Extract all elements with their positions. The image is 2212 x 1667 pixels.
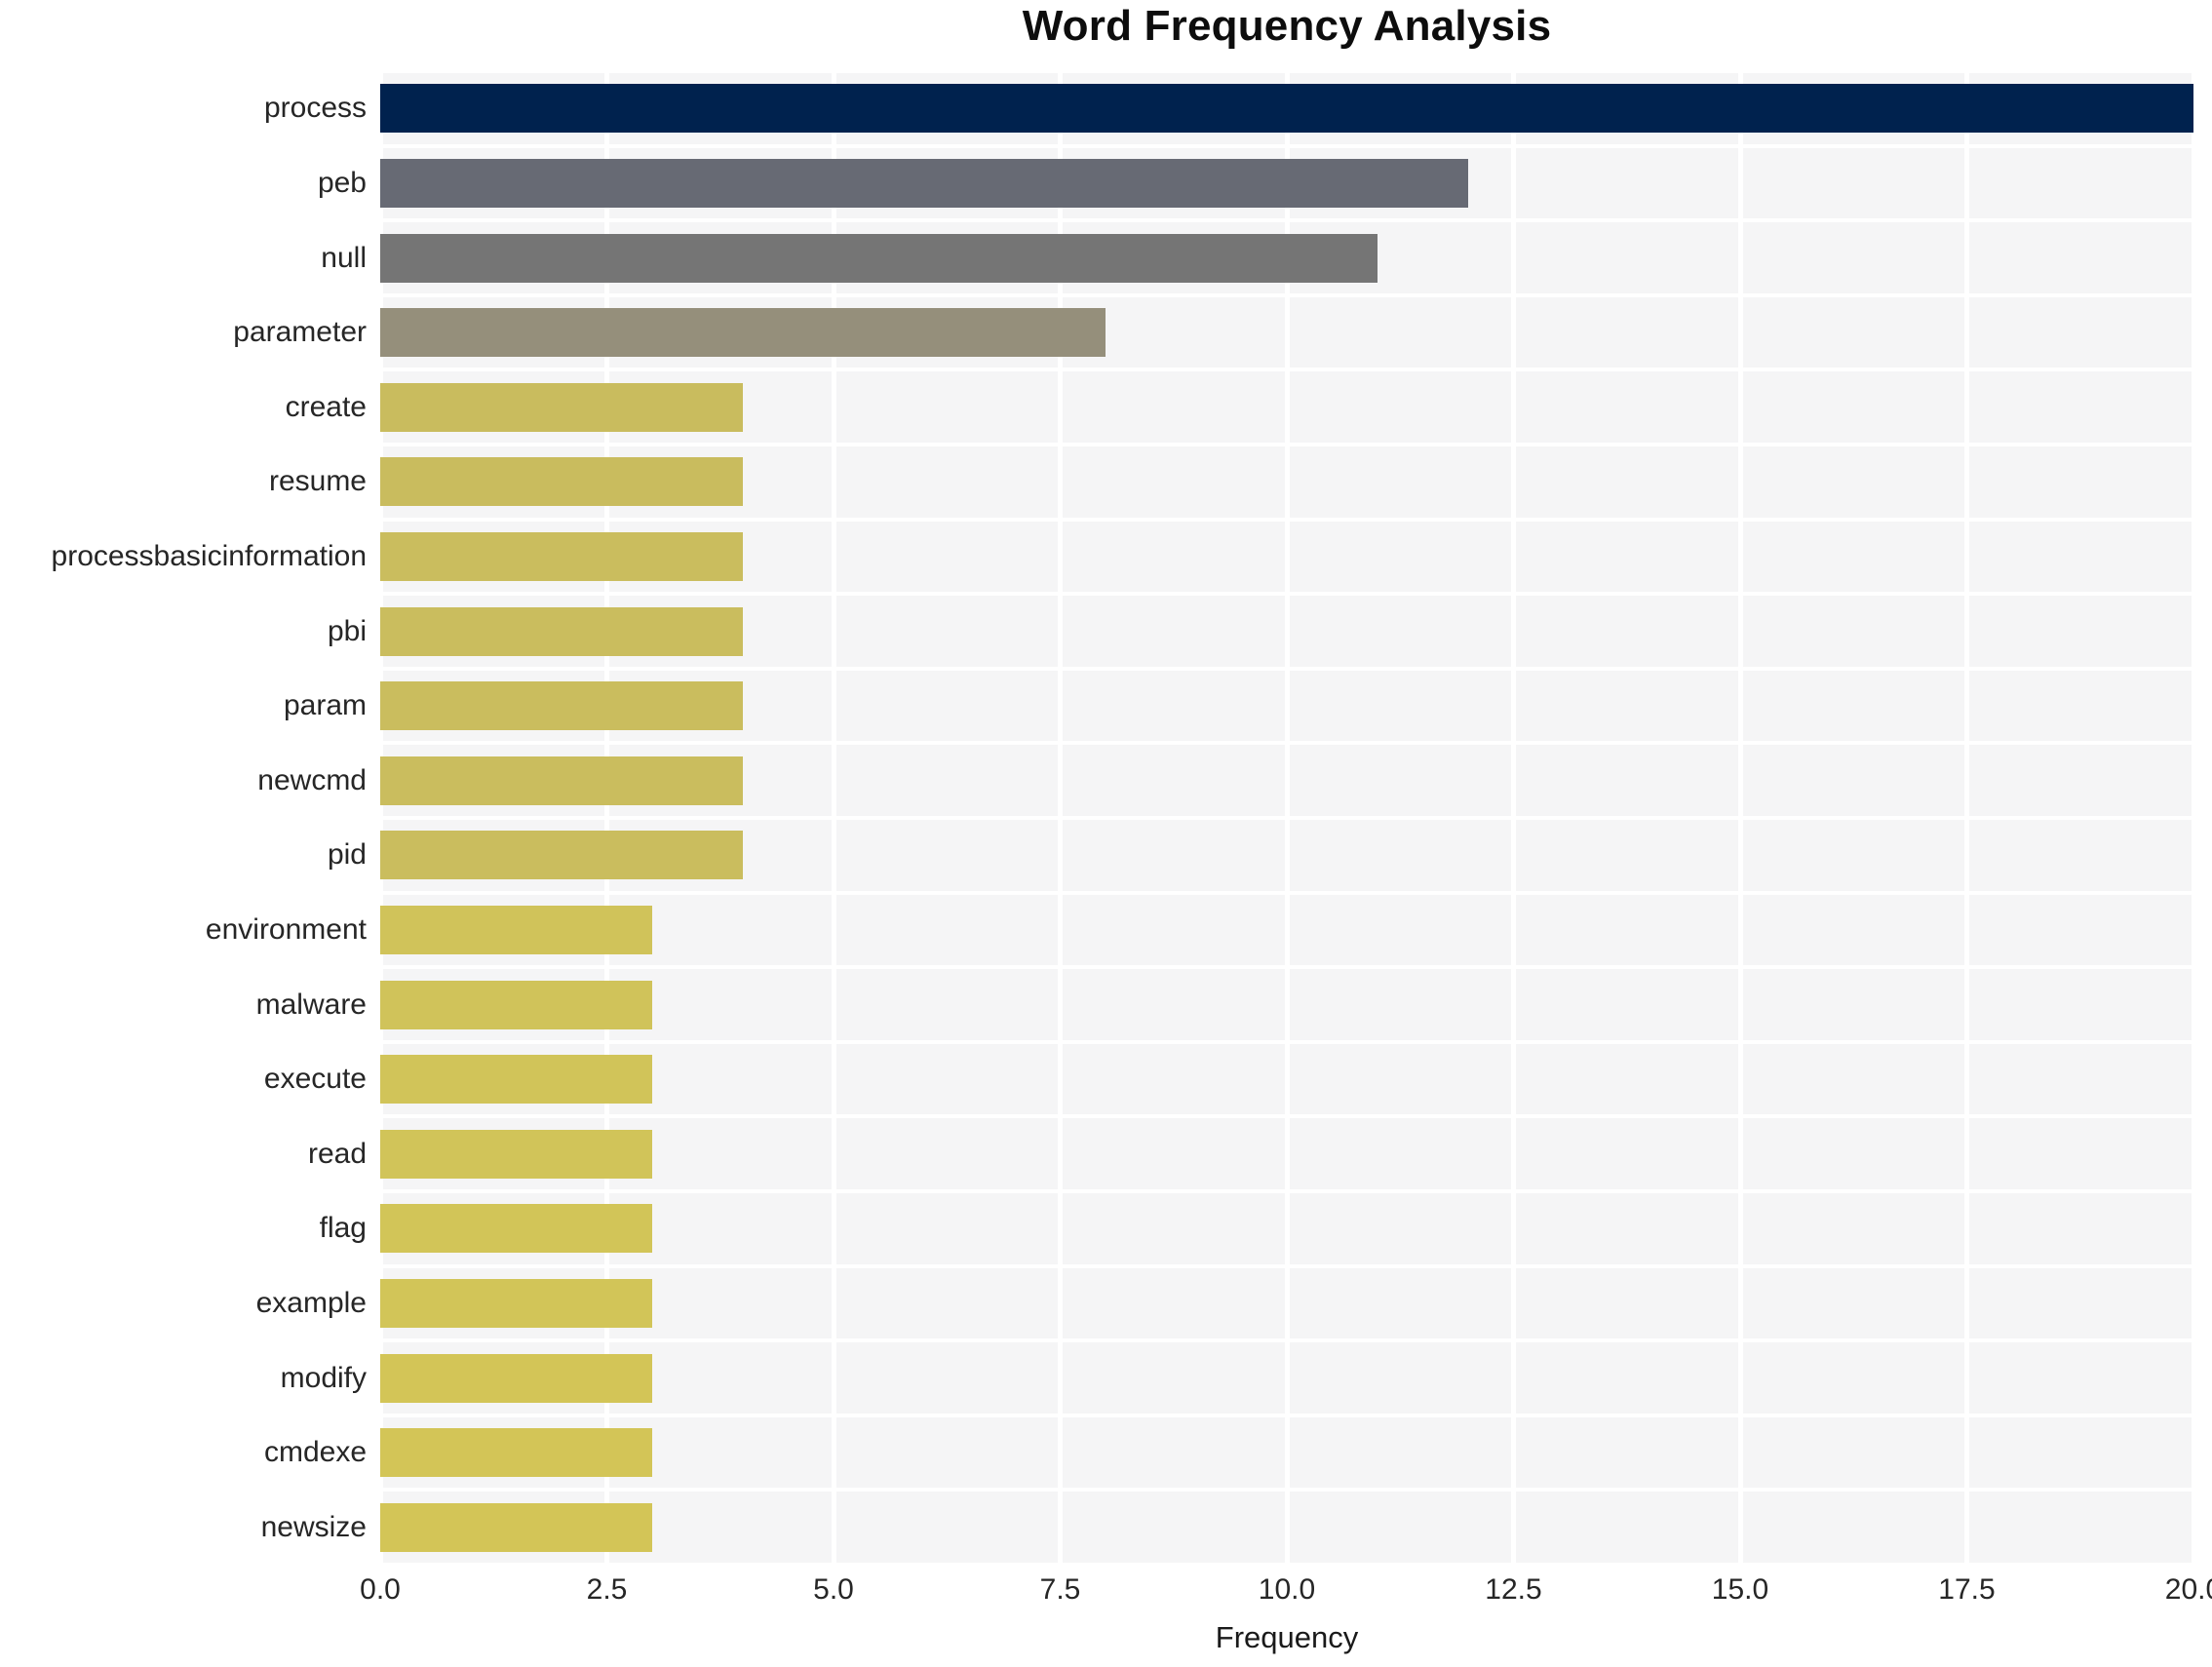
y-axis-tick-label: example <box>255 1286 367 1319</box>
y-axis-tick-label: cmdexe <box>263 1436 367 1469</box>
y-axis-tick-label: pbi <box>327 614 367 647</box>
bar <box>380 1428 652 1478</box>
y-axis-tick-label: param <box>283 689 367 722</box>
horizontal-gridline <box>380 143 2193 148</box>
bar <box>380 84 2193 134</box>
horizontal-gridline <box>380 666 2193 671</box>
horizontal-gridline <box>380 292 2193 297</box>
horizontal-gridline <box>380 1413 2193 1417</box>
bar <box>380 1502 652 1552</box>
y-axis-tick-label: process <box>263 92 367 125</box>
bar <box>380 1129 652 1179</box>
bar <box>380 158 1468 208</box>
bar <box>380 980 652 1029</box>
y-axis-tick-label: processbasicinformation <box>51 539 367 572</box>
bar <box>380 681 743 731</box>
bar <box>380 905 652 954</box>
bar <box>380 1204 652 1254</box>
x-axis-tick-label: 15.0 <box>1711 1573 1769 1606</box>
y-axis-tick-label: malware <box>255 988 367 1021</box>
vertical-gridline <box>2191 71 2196 1565</box>
horizontal-gridline <box>380 1263 2193 1268</box>
bar <box>380 1353 652 1403</box>
x-axis-tick-label: 10.0 <box>1258 1573 1316 1606</box>
horizontal-gridline <box>380 1039 2193 1044</box>
horizontal-gridline <box>380 443 2193 446</box>
x-axis-tick-label: 0.0 <box>360 1573 401 1606</box>
y-axis-tick-label: environment <box>205 912 367 946</box>
bar <box>380 233 1378 283</box>
horizontal-gridline <box>380 1114 2193 1119</box>
y-axis-tick-label: create <box>285 390 367 423</box>
bar <box>380 1278 652 1328</box>
bar <box>380 457 743 507</box>
chart-title: Word Frequency Analysis <box>1022 2 1552 50</box>
y-axis-tick-label: null <box>321 241 367 274</box>
x-axis-tick-label: 12.5 <box>1485 1573 1542 1606</box>
x-axis-label: Frequency <box>1215 1620 1359 1654</box>
y-axis-tick-label: read <box>307 1137 367 1170</box>
y-axis-tick-label: parameter <box>233 316 367 349</box>
horizontal-gridline <box>380 69 2193 73</box>
bar <box>380 606 743 656</box>
y-axis-tick-label: newsize <box>260 1510 367 1543</box>
plot-area <box>377 69 2196 1567</box>
y-axis-tick-label: flag <box>319 1212 367 1245</box>
x-axis-tick-label: 5.0 <box>813 1573 854 1606</box>
x-axis-tick-label: 17.5 <box>1938 1573 1996 1606</box>
y-axis-tick-label: peb <box>317 166 367 199</box>
bar <box>380 756 743 805</box>
horizontal-gridline <box>380 965 2193 970</box>
y-axis-tick-label: execute <box>263 1063 367 1096</box>
horizontal-gridline <box>380 816 2193 820</box>
horizontal-gridline <box>380 1189 2193 1193</box>
y-axis-tick-label: modify <box>280 1361 367 1394</box>
bar <box>380 308 1106 358</box>
horizontal-gridline <box>380 368 2193 372</box>
horizontal-gridline <box>380 592 2193 597</box>
horizontal-gridline <box>380 1563 2193 1567</box>
y-axis-tick-label: resume <box>268 465 367 498</box>
y-axis-tick-label: pid <box>327 838 367 872</box>
horizontal-gridline <box>380 890 2193 895</box>
horizontal-gridline <box>380 1488 2193 1493</box>
x-axis-tick-label: 20.0 <box>2164 1573 2212 1606</box>
x-axis-tick-label: 2.5 <box>586 1573 628 1606</box>
x-axis-tick-labels: 0.0 2.5 5.0 7.5 10.0 12.5 15.0 17.5 20.0 <box>360 1573 2212 1618</box>
y-axis-tick-labels: process peb null parameter create resume proce… <box>0 71 367 1565</box>
bar <box>380 531 743 581</box>
x-axis-tick-label: 7.5 <box>1039 1573 1081 1606</box>
bar <box>380 1055 652 1105</box>
bar <box>380 382 743 432</box>
horizontal-gridline <box>380 218 2193 223</box>
y-axis-tick-label: newcmd <box>257 763 367 796</box>
horizontal-gridline <box>380 1338 2193 1343</box>
bar <box>380 831 743 880</box>
horizontal-gridline <box>380 517 2193 522</box>
horizontal-gridline <box>380 741 2193 746</box>
